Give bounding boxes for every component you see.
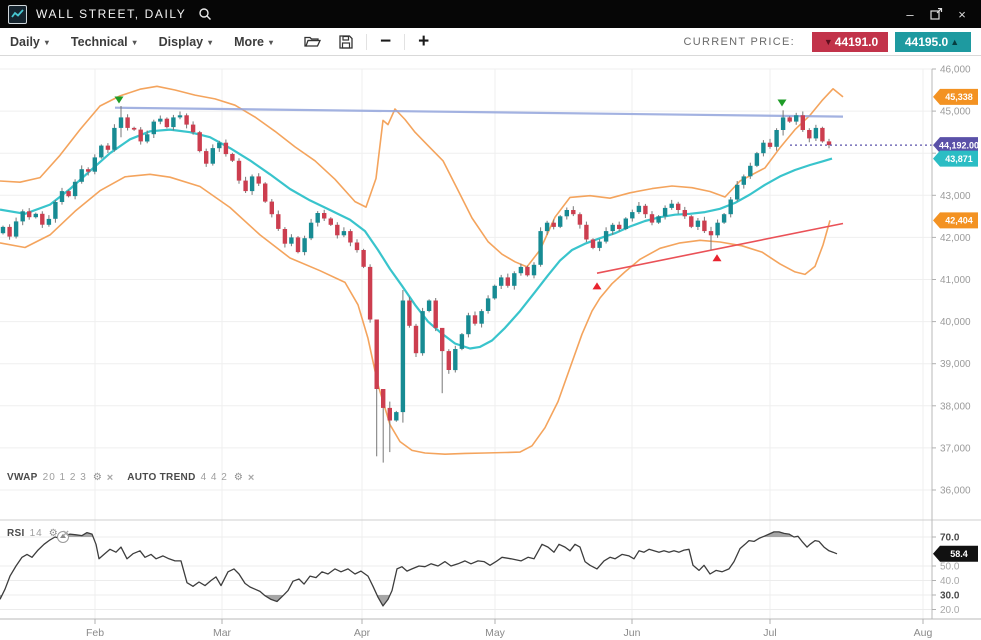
rsi-axis-labels[interactable]: 70.0 50.0 40.0 30.0 20.0 bbox=[932, 533, 960, 617]
svg-text:37,000: 37,000 bbox=[940, 443, 971, 454]
menu-daily[interactable]: Daily ▾ bbox=[10, 34, 49, 49]
svg-text:Feb: Feb bbox=[86, 627, 104, 639]
open-folder-icon[interactable] bbox=[304, 35, 322, 48]
titlebar: WALL STREET, DAILY – × bbox=[0, 0, 981, 28]
ask-price-badge: 44195.0 ▲ bbox=[895, 31, 971, 52]
svg-text:41,000: 41,000 bbox=[940, 275, 971, 286]
auto-trend-remove-icon[interactable]: × bbox=[247, 471, 255, 484]
svg-text:45,338: 45,338 bbox=[945, 92, 973, 102]
chevron-down-icon: ▾ bbox=[208, 38, 213, 47]
bollinger-upper-band bbox=[0, 85, 844, 268]
svg-text:39,000: 39,000 bbox=[940, 359, 971, 370]
vwap-label: VWAP bbox=[7, 472, 38, 483]
vwap-params: 20 1 2 3 bbox=[42, 472, 87, 483]
candles-bearish[interactable] bbox=[7, 115, 832, 421]
menu-technical[interactable]: Technical ▾ bbox=[70, 34, 137, 49]
toolbar-divider bbox=[366, 33, 368, 50]
resistance-trendline[interactable] bbox=[114, 106, 844, 118]
arrow-down-icon: ▼ bbox=[823, 36, 833, 47]
svg-text:Jul: Jul bbox=[763, 627, 776, 639]
svg-text:43,000: 43,000 bbox=[940, 191, 971, 202]
bollinger-lower-band bbox=[0, 173, 831, 456]
svg-text:42,404: 42,404 bbox=[945, 216, 973, 226]
rsi-overbought-fill bbox=[0, 531, 837, 537]
auto-trend-settings-gear-icon[interactable]: ⚙ bbox=[233, 472, 243, 483]
time-axis-labels[interactable]: Feb Mar Apr May Jun Jul Aug bbox=[86, 619, 933, 639]
rsi-settings-gear-icon[interactable]: ⚙ bbox=[48, 528, 58, 539]
menu-more[interactable]: More ▾ bbox=[234, 34, 274, 49]
close-button[interactable]: × bbox=[958, 6, 966, 22]
band-value-badge: 42,404 bbox=[933, 212, 978, 229]
zoom-in-button[interactable]: + bbox=[418, 31, 430, 52]
overlay-indicator-labels: VWAP 20 1 2 3 ⚙ × AUTO TREND 4 4 2 ⚙ × bbox=[7, 471, 268, 484]
auto-trend-params: 4 4 2 bbox=[200, 472, 228, 483]
chart-title: WALL STREET, DAILY bbox=[36, 7, 187, 21]
svg-text:20.0: 20.0 bbox=[940, 605, 960, 616]
svg-text:45,000: 45,000 bbox=[940, 107, 971, 118]
last-price-badge: 44,192.00 bbox=[933, 137, 979, 154]
candles-bullish[interactable] bbox=[0, 115, 819, 421]
svg-text:Apr: Apr bbox=[354, 627, 371, 639]
svg-text:44,192.00: 44,192.00 bbox=[939, 140, 979, 150]
rsi-label: RSI bbox=[7, 528, 25, 539]
svg-text:36,000: 36,000 bbox=[940, 486, 971, 497]
buy-signal-icon bbox=[592, 282, 602, 290]
app-logo-icon bbox=[8, 4, 27, 24]
svg-text:40.0: 40.0 bbox=[940, 576, 960, 587]
toolbar: Daily ▾ Technical ▾ Display ▾ More ▾ − + CUR… bbox=[0, 28, 981, 56]
svg-text:30.0: 30.0 bbox=[940, 591, 960, 602]
buy-signal-icon bbox=[712, 254, 722, 262]
auto-trendline[interactable] bbox=[596, 222, 844, 274]
svg-text:Jun: Jun bbox=[624, 627, 641, 639]
bid-price-badge: ▼ 44191.0 bbox=[812, 31, 888, 52]
band-value-badge: 43,871 bbox=[933, 150, 978, 167]
svg-text:58.4: 58.4 bbox=[950, 549, 968, 559]
band-value-badge: 45,338 bbox=[933, 88, 978, 105]
sell-signal-icon bbox=[777, 99, 787, 107]
arrow-up-icon: ▲ bbox=[950, 36, 960, 47]
menu-display[interactable]: Display ▾ bbox=[158, 34, 213, 49]
svg-text:40,000: 40,000 bbox=[940, 317, 971, 328]
save-icon[interactable] bbox=[339, 34, 353, 49]
current-price-label: CURRENT PRICE: bbox=[683, 35, 795, 48]
chart-area: 46,00045,00044,00043,00042,00041,00040,0… bbox=[0, 56, 981, 640]
svg-text:50.0: 50.0 bbox=[940, 562, 960, 573]
sell-signal-icon bbox=[114, 96, 124, 104]
vwap-remove-icon[interactable]: × bbox=[106, 471, 114, 484]
svg-text:Mar: Mar bbox=[213, 627, 232, 639]
vwap-line[interactable] bbox=[0, 128, 833, 350]
rsi-drag-handle-icon[interactable] bbox=[57, 531, 69, 543]
price-chart-canvas[interactable]: 46,00045,00044,00043,00042,00041,00040,0… bbox=[0, 56, 981, 640]
rsi-params: 14 bbox=[29, 528, 43, 539]
vwap-settings-gear-icon[interactable]: ⚙ bbox=[92, 472, 102, 483]
rsi-value-badge: 58.4 bbox=[933, 545, 978, 562]
svg-text:42,000: 42,000 bbox=[940, 233, 971, 244]
auto-trend-label: AUTO TREND bbox=[127, 472, 196, 483]
rsi-indicator-label: RSI 14 ⚙ × bbox=[7, 527, 83, 540]
chevron-down-icon: ▾ bbox=[44, 38, 49, 47]
svg-text:38,000: 38,000 bbox=[940, 401, 971, 412]
rsi-line[interactable] bbox=[0, 531, 838, 607]
svg-text:70.0: 70.0 bbox=[940, 533, 960, 544]
zoom-out-button[interactable]: − bbox=[380, 31, 392, 52]
minimize-button[interactable]: – bbox=[906, 6, 914, 22]
search-icon[interactable] bbox=[198, 7, 212, 21]
popout-button[interactable] bbox=[925, 4, 947, 24]
chevron-down-icon: ▾ bbox=[132, 38, 137, 47]
svg-text:43,871: 43,871 bbox=[945, 154, 973, 164]
chevron-down-icon: ▾ bbox=[269, 38, 274, 47]
svg-text:Aug: Aug bbox=[914, 627, 933, 639]
rsi-remove-icon[interactable]: × bbox=[62, 527, 70, 540]
svg-text:46,000: 46,000 bbox=[940, 65, 971, 76]
svg-text:May: May bbox=[485, 627, 506, 639]
toolbar-divider bbox=[404, 33, 406, 50]
